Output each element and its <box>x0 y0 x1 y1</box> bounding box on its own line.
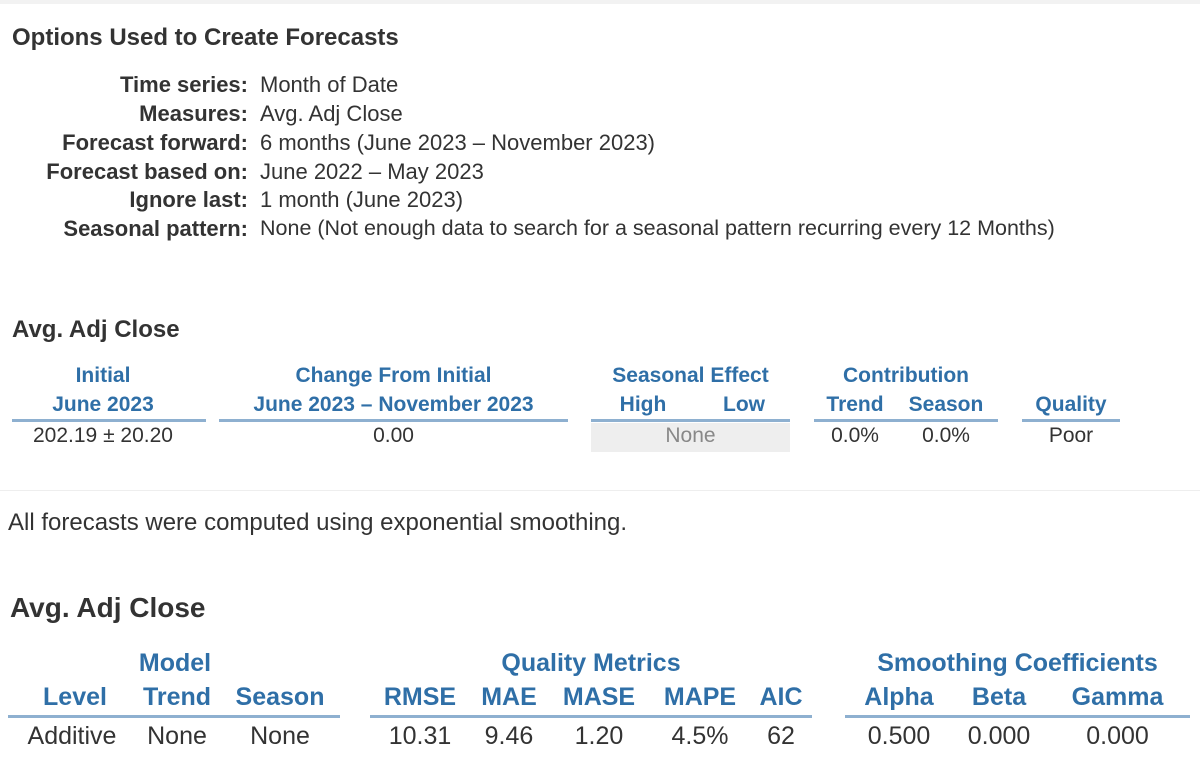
option-value: June 2022 – May 2023 <box>260 159 484 184</box>
option-row-time-series: Time series: Month of Date <box>0 72 1200 100</box>
header-alpha: Alpha <box>864 683 934 711</box>
option-label: Measures: <box>139 101 248 126</box>
cell-alpha: 0.500 <box>867 722 931 750</box>
header-rmse: RMSE <box>383 683 457 711</box>
header-underline <box>845 715 1190 718</box>
cell-initial: 202.19 ± 20.20 <box>33 424 173 447</box>
cell-mape: 4.5% <box>671 722 729 750</box>
header-season: Season <box>908 393 984 416</box>
header-mae: MAE <box>481 683 537 711</box>
cell-model-trend: None <box>147 722 207 750</box>
options-section: Options Used to Create Forecasts Time se… <box>0 4 1200 490</box>
cell-season: 0.0% <box>922 424 970 447</box>
header-underline <box>12 419 206 422</box>
cell-rmse: 10.31 <box>388 722 452 750</box>
header-initial-period: June 2023 <box>52 393 154 416</box>
cell-mase: 1.20 <box>574 722 624 750</box>
option-row-measures: Measures: Avg. Adj Close <box>0 101 1200 129</box>
option-label: Ignore last: <box>129 187 248 212</box>
group-smoothing-coefficients: Smoothing Coefficients <box>877 649 1158 677</box>
options-title: Options Used to Create Forecasts <box>12 24 399 51</box>
option-value: None (Not enough data to search for a se… <box>260 216 1055 240</box>
group-model: Model <box>138 649 212 677</box>
option-label: Forecast forward: <box>62 130 248 155</box>
smoothing-note: All forecasts were computed using expone… <box>8 509 628 536</box>
header-quality: Quality <box>1035 393 1107 416</box>
option-value: 1 month (June 2023) <box>260 187 464 212</box>
header-underline <box>370 715 812 718</box>
header-low: Low <box>723 393 765 416</box>
option-label: Time series: <box>119 72 248 97</box>
header-initial: Initial <box>75 364 131 387</box>
cell-change: 0.00 <box>373 424 414 447</box>
header-high: High <box>619 393 667 416</box>
header-underline <box>814 419 998 422</box>
cell-quality: Poor <box>1048 424 1094 447</box>
header-contribution: Contribution <box>843 364 969 387</box>
cell-beta: 0.000 <box>967 722 1031 750</box>
header-seasonal-effect: Seasonal Effect <box>612 364 769 387</box>
cell-seasonal-effect: None <box>665 424 716 447</box>
model-title: Avg. Adj Close <box>10 592 206 623</box>
header-trend: Trend <box>826 393 884 416</box>
summary-title: Avg. Adj Close <box>12 316 180 343</box>
cell-model-season: None <box>250 722 310 750</box>
header-mase: MASE <box>562 683 636 711</box>
option-row-seasonal-pattern: Seasonal pattern: None (Not enough data … <box>0 216 1200 244</box>
option-value: Month of Date <box>260 72 399 97</box>
cell-aic: 62 <box>767 722 795 750</box>
header-mape: MAPE <box>663 683 737 711</box>
header-underline <box>219 419 568 422</box>
option-label: Forecast based on: <box>46 159 248 184</box>
cell-trend: 0.0% <box>831 424 879 447</box>
group-quality-metrics: Quality Metrics <box>501 649 681 677</box>
header-model-trend: Trend <box>142 683 212 711</box>
header-change-period: June 2023 – November 2023 <box>253 393 534 416</box>
header-change: Change From Initial <box>295 364 492 387</box>
header-gamma: Gamma <box>1071 683 1164 711</box>
header-aic: AIC <box>759 683 803 711</box>
header-underline <box>8 715 340 718</box>
option-value: Avg. Adj Close <box>260 101 403 126</box>
header-underline <box>1022 419 1120 422</box>
seasonal-effect-cell <box>591 423 790 452</box>
header-level: Level <box>43 683 107 711</box>
cell-level: Additive <box>27 722 117 750</box>
option-row-ignore-last: Ignore last: 1 month (June 2023) <box>0 187 1200 215</box>
option-label: Seasonal pattern: <box>63 216 248 241</box>
cell-mae: 9.46 <box>484 722 534 750</box>
header-underline <box>591 419 790 422</box>
option-row-forecast-forward: Forecast forward: 6 months (June 2023 – … <box>0 130 1200 158</box>
cell-gamma: 0.000 <box>1086 722 1149 750</box>
section-divider <box>0 490 1200 491</box>
option-value: 6 months (June 2023 – November 2023) <box>260 130 656 155</box>
header-model-season: Season <box>235 683 325 711</box>
option-row-forecast-based-on: Forecast based on: June 2022 – May 2023 <box>0 159 1200 187</box>
top-border <box>0 0 1200 4</box>
header-beta: Beta <box>971 683 1027 711</box>
